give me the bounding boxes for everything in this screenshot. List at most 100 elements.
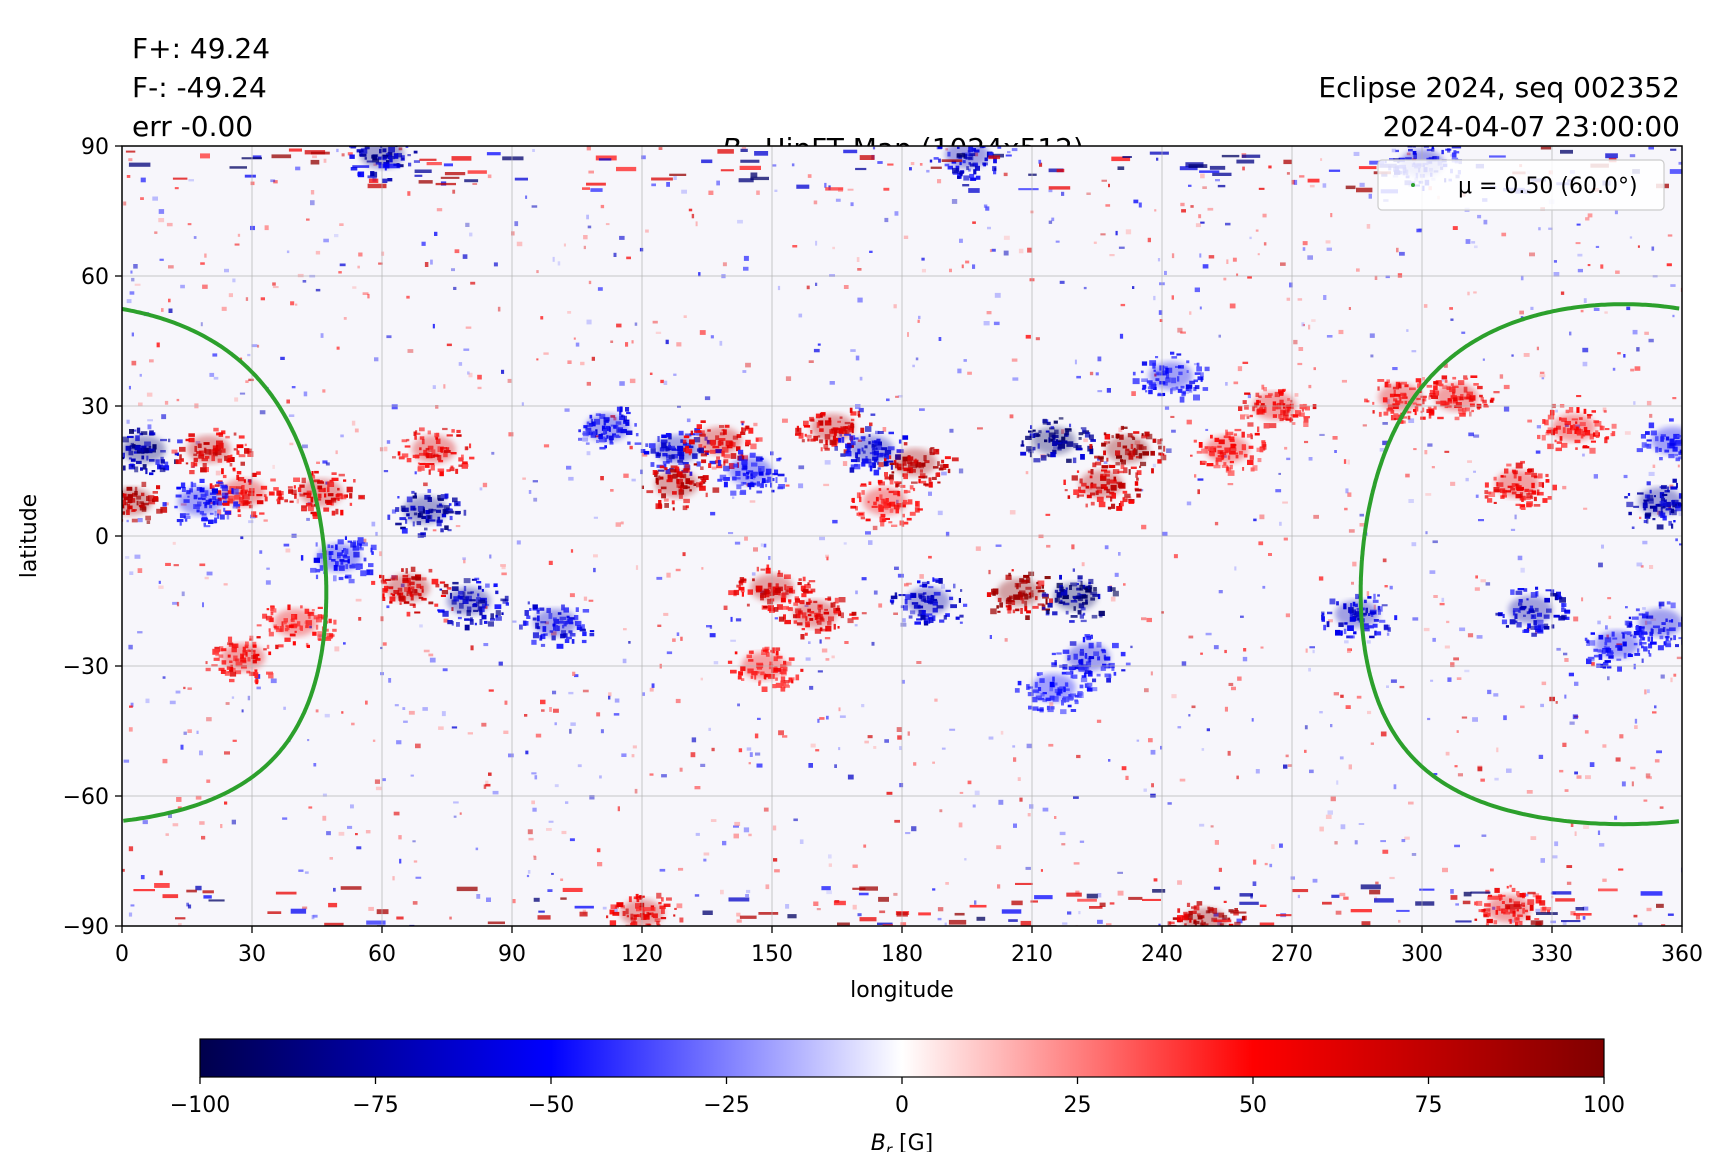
speckle-pixel bbox=[1593, 474, 1598, 479]
speckle-pixel bbox=[368, 906, 374, 911]
flux-pixel bbox=[1452, 376, 1457, 380]
flux-pixel bbox=[746, 603, 750, 607]
flux-pixel bbox=[1027, 692, 1034, 697]
speckle-pixel bbox=[813, 200, 818, 205]
speckle-pixel bbox=[1566, 881, 1572, 885]
flux-pixel bbox=[579, 628, 586, 632]
flux-pixel bbox=[463, 578, 471, 584]
speckle-pixel bbox=[737, 703, 740, 707]
flux-pixel bbox=[136, 427, 141, 434]
speckle-pixel bbox=[334, 646, 340, 652]
speckle-pixel bbox=[1249, 236, 1252, 240]
flux-pixel bbox=[738, 671, 743, 676]
flux-pixel bbox=[1193, 439, 1197, 443]
speckle-pixel bbox=[1083, 286, 1087, 290]
speckle-pixel bbox=[239, 392, 246, 395]
speckle-pixel bbox=[683, 315, 687, 318]
speckle-pixel bbox=[306, 517, 310, 521]
flux-pixel bbox=[704, 450, 709, 455]
flux-region bbox=[178, 487, 222, 516]
speckle-pixel bbox=[741, 421, 744, 426]
speckle-pixel bbox=[613, 908, 618, 914]
speckle-pixel bbox=[755, 752, 761, 756]
speckle-pixel bbox=[856, 257, 860, 262]
flux-pixel bbox=[804, 632, 808, 636]
flux-pixel bbox=[697, 430, 702, 433]
flux-pixel bbox=[1665, 643, 1672, 648]
flux-pixel bbox=[248, 671, 254, 677]
flux-pixel bbox=[176, 519, 184, 523]
speckle-pixel bbox=[491, 451, 495, 455]
flux-pixel bbox=[495, 610, 501, 616]
flux-pixel bbox=[1693, 445, 1700, 449]
flux-pixel bbox=[945, 589, 951, 592]
flux-pixel bbox=[877, 461, 880, 465]
speckle-pixel bbox=[1123, 583, 1126, 586]
flux-pixel bbox=[1097, 593, 1101, 600]
speckle-pixel bbox=[632, 745, 637, 749]
flux-pixel bbox=[696, 482, 703, 488]
flux-pixel bbox=[859, 496, 862, 503]
speckle-pixel bbox=[427, 430, 431, 435]
speckle-pixel bbox=[270, 678, 277, 684]
speckle-pixel bbox=[1678, 161, 1682, 165]
speckle-pixel bbox=[582, 689, 589, 693]
flux-pixel bbox=[1037, 603, 1045, 606]
flux-region bbox=[1638, 608, 1682, 637]
speckle-pixel bbox=[1236, 775, 1239, 780]
flux-pixel bbox=[723, 468, 729, 472]
flux-pixel bbox=[1437, 416, 1444, 420]
flux-pixel bbox=[853, 464, 861, 470]
flux-pixel bbox=[778, 484, 785, 489]
speckle-pixel bbox=[608, 695, 611, 700]
flux-pixel bbox=[1027, 686, 1033, 689]
flux-pixel bbox=[884, 517, 890, 520]
speckle-pixel bbox=[1188, 714, 1191, 717]
datetime-label: 2024-04-07 23:00:00 bbox=[1382, 110, 1680, 143]
speckle-pixel bbox=[1372, 401, 1375, 405]
flux-pixel bbox=[1067, 704, 1072, 708]
flux-pixel bbox=[1092, 462, 1097, 468]
speckle-pixel bbox=[1411, 853, 1417, 856]
flux-pixel bbox=[808, 580, 816, 583]
speckle-pixel bbox=[1180, 202, 1185, 207]
speckle-pixel bbox=[1287, 764, 1293, 767]
speckle-pixel bbox=[412, 840, 416, 843]
flux-pixel bbox=[1006, 606, 1012, 611]
speckle-pixel bbox=[382, 778, 386, 782]
speckle-pixel bbox=[586, 214, 589, 220]
flux-pixel bbox=[625, 407, 630, 412]
flux-pixel bbox=[469, 443, 472, 449]
speckle-pixel bbox=[1258, 187, 1265, 190]
speckle-pixel bbox=[815, 749, 820, 752]
speckle-pixel bbox=[785, 484, 790, 487]
speckle-pixel bbox=[665, 339, 669, 345]
speckle-pixel bbox=[1454, 844, 1460, 848]
speckle-pixel bbox=[698, 272, 701, 277]
speckle-pixel bbox=[435, 405, 439, 409]
flux-pixel bbox=[317, 631, 324, 637]
speckle-pixel bbox=[1153, 295, 1156, 301]
flux-error: err -0.00 bbox=[132, 110, 254, 143]
flux-pixel bbox=[1587, 656, 1595, 660]
flux-pixel bbox=[1185, 384, 1193, 389]
speckle-pixel bbox=[867, 735, 873, 739]
flux-pixel bbox=[156, 508, 163, 514]
flux-pixel bbox=[1422, 398, 1425, 405]
speckle-pixel bbox=[1073, 862, 1080, 865]
flux-pixel bbox=[1263, 423, 1270, 429]
flux-pixel bbox=[1061, 699, 1064, 706]
speckle-pixel bbox=[1293, 179, 1298, 185]
speckle-pixel bbox=[302, 906, 308, 910]
flux-pixel bbox=[928, 616, 933, 620]
flux-pixel bbox=[428, 469, 431, 475]
speckle-pixel bbox=[1109, 902, 1115, 905]
speckle-pixel bbox=[459, 812, 462, 815]
speckle-pixel bbox=[828, 863, 832, 867]
flux-pixel bbox=[1675, 644, 1679, 648]
flux-pixel bbox=[1134, 488, 1142, 492]
speckle-pixel bbox=[1636, 347, 1640, 352]
flux-pixel bbox=[315, 568, 321, 573]
flux-pixel bbox=[188, 437, 195, 443]
flux-pixel bbox=[1710, 444, 1713, 448]
